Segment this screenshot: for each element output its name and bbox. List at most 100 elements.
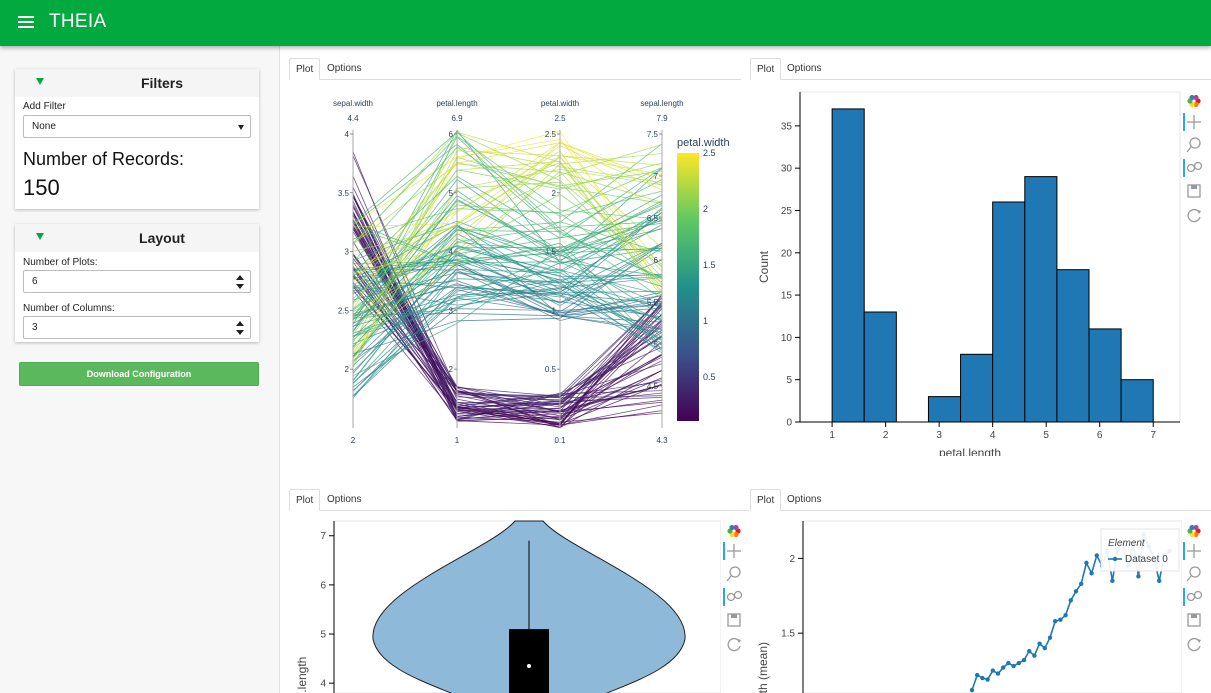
series-point — [1058, 617, 1063, 622]
app-title: THEIA — [49, 11, 107, 32]
save-icon[interactable] — [723, 609, 745, 631]
plots-input[interactable]: 6 — [23, 270, 251, 293]
series-point — [1084, 560, 1089, 566]
collapse-triangle-icon[interactable] — [36, 78, 44, 85]
histogram-bar — [831, 108, 865, 423]
pc-line — [352, 181, 663, 335]
tab-bar: Plot Options — [750, 56, 1211, 80]
pc-line — [352, 271, 663, 385]
pc-line — [352, 268, 663, 366]
series-point — [1011, 663, 1016, 669]
series-point — [1110, 578, 1115, 584]
pc-line — [352, 193, 663, 313]
series-point — [1053, 619, 1058, 624]
reset-icon[interactable] — [723, 633, 745, 655]
tab-bar: Plot Options — [289, 56, 741, 80]
stepper-icon[interactable] — [236, 275, 244, 289]
tab-plot[interactable]: Plot — [289, 58, 321, 80]
pan-icon[interactable] — [1183, 111, 1205, 133]
colorbar-tick-label: 1 — [703, 316, 708, 326]
pc-axis-max-label: 6.9 — [451, 114, 463, 123]
y-tick-label: 10 — [781, 333, 793, 344]
series-point — [990, 668, 995, 673]
reset-icon[interactable] — [1183, 204, 1205, 226]
histogram-bar — [1056, 269, 1090, 423]
series-point — [1068, 598, 1073, 603]
pc-tick-label: 2.5 — [338, 306, 350, 315]
chevron-down-icon — [238, 125, 244, 130]
bokeh-logo-icon[interactable] — [1183, 520, 1205, 542]
box-zoom-icon[interactable] — [1183, 134, 1205, 156]
add-filter-select[interactable]: None — [23, 115, 251, 138]
violin-median — [527, 663, 531, 668]
x-tick-label: 1 — [829, 430, 835, 441]
pc-axis-min-label: 1 — [455, 436, 460, 445]
pc-tick-label: 2 — [552, 189, 557, 198]
tab-options[interactable]: Options — [787, 494, 822, 505]
series-point — [1073, 589, 1079, 594]
download-configuration-button[interactable]: Download Configuration — [19, 362, 259, 386]
wheel-zoom-icon[interactable] — [723, 586, 745, 608]
layout-panel-header[interactable]: Layout — [15, 224, 259, 252]
wheel-zoom-icon[interactable] — [1183, 157, 1205, 179]
legend-swatch-point — [1112, 556, 1118, 562]
y-tick-label: 4 — [320, 679, 326, 690]
pc-line — [352, 163, 663, 245]
menu-icon[interactable] — [18, 16, 34, 28]
filters-panel-header[interactable]: Filters — [15, 69, 259, 97]
sidebar: Filters Add Filter None Number of Record… — [0, 46, 280, 693]
pc-line — [352, 155, 663, 286]
bokeh-logo-icon[interactable] — [723, 520, 745, 542]
tab-options[interactable]: Options — [327, 494, 362, 505]
y-tick-label: 7 — [320, 531, 326, 542]
pc-line — [352, 179, 663, 318]
pan-icon[interactable] — [1183, 540, 1205, 562]
tab-options[interactable]: Options — [787, 63, 822, 74]
stepper-icon[interactable] — [236, 321, 244, 335]
pc-tick-label: 2.5 — [545, 130, 557, 139]
pc-line — [352, 254, 663, 340]
pc-line — [352, 146, 663, 310]
tab-plot[interactable]: Plot — [750, 58, 782, 80]
series-point — [1094, 553, 1099, 558]
filters-panel: Filters Add Filter None Number of Record… — [15, 69, 259, 209]
x-tick-label: 2 — [883, 430, 889, 441]
pc-line — [352, 150, 663, 351]
series-point — [969, 687, 975, 693]
series-point — [1021, 657, 1027, 663]
collapse-triangle-icon[interactable] — [36, 233, 44, 240]
line-chart[interactable]: 2 1.5 dth (mean) Element Dataset 0 — [750, 511, 1182, 693]
parallel-coordinates-chart[interactable]: sepal.width 4.4 2 4 3.5 3 2.5 2 petal.length 6.9 1… — [289, 80, 741, 456]
tab-options[interactable]: Options — [327, 63, 362, 74]
histogram-chart[interactable]: 0 5 10 15 20 25 30 35 1 2 3 4 5 6 7 petal.length Count — [750, 80, 1182, 456]
series-point — [1089, 571, 1094, 576]
save-icon[interactable] — [1183, 180, 1205, 202]
reset-icon[interactable] — [1183, 633, 1205, 655]
pc-tick-label: 5 — [654, 340, 659, 349]
pc-line — [352, 304, 663, 388]
pc-line — [352, 211, 663, 315]
wheel-zoom-icon[interactable] — [1183, 586, 1205, 608]
pc-tick-label: 4 — [449, 248, 454, 257]
pc-line — [352, 153, 663, 349]
pc-line — [352, 286, 663, 306]
series-point — [985, 677, 990, 682]
box-zoom-icon[interactable] — [1183, 563, 1205, 585]
bokeh-logo-icon[interactable] — [1183, 90, 1205, 112]
violin-chart[interactable]: 7 6 5 4 l.length — [289, 511, 721, 693]
columns-input[interactable]: 3 — [23, 316, 251, 339]
pc-line — [352, 242, 663, 355]
series-point — [1079, 581, 1084, 587]
save-icon[interactable] — [1183, 609, 1205, 631]
series-point — [995, 671, 1001, 676]
tab-plot[interactable]: Plot — [289, 489, 321, 511]
pc-line — [352, 146, 663, 263]
pc-tick-label: 1 — [552, 306, 557, 315]
pan-icon[interactable] — [723, 540, 745, 562]
tab-plot[interactable]: Plot — [750, 489, 782, 511]
pc-axis-min-label: 2 — [351, 436, 356, 445]
pc-line — [352, 307, 663, 317]
box-zoom-icon[interactable] — [723, 563, 745, 585]
pc-tick-label: 6 — [654, 256, 659, 265]
legend-label: Dataset 0 — [1125, 554, 1168, 565]
